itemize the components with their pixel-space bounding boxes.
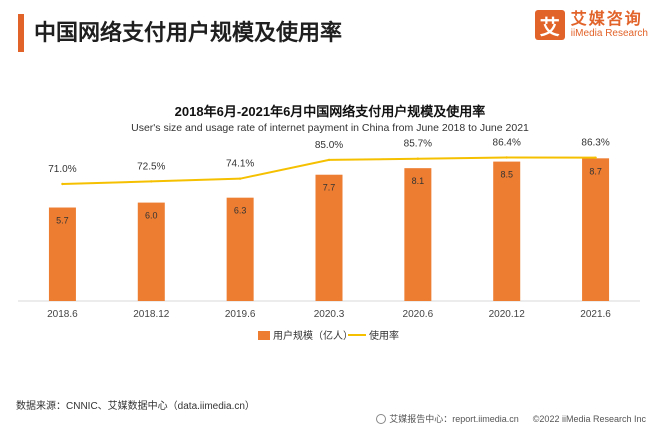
bar-value-label-2021.6: 8.7 xyxy=(589,166,602,176)
bar-value-label-2018.12: 6.0 xyxy=(145,211,158,221)
bar-value-label-2019.6: 6.3 xyxy=(234,206,247,216)
bar-2020.12 xyxy=(493,161,521,301)
usage-rate-label-2020.12: 86.4% xyxy=(493,138,521,149)
x-tick-label-2020.3: 2020.3 xyxy=(314,309,345,320)
usage-rate-point-2019.6 xyxy=(238,177,242,180)
copyright-text: ©2022 iiMedia Research Inc xyxy=(532,413,646,424)
bar-value-label-2020.3: 7.7 xyxy=(323,183,336,193)
chart-title: 2018年6月-2021年6月中国网络支付用户规模及使用率 xyxy=(174,104,486,119)
report-center-icon xyxy=(376,413,387,424)
bar-value-label-2020.12: 8.5 xyxy=(500,170,513,180)
logo-name-cn: 艾媒咨询 xyxy=(570,10,643,28)
usage-rate-label-2020.3: 85.0% xyxy=(315,140,343,151)
footer: 艾媒报告中心：report.iimedia.cn ©2022 iiMedia R… xyxy=(376,412,646,425)
title-accent-bar xyxy=(18,14,24,52)
x-tick-label-2019.6: 2019.6 xyxy=(225,309,256,320)
x-tick-label-2020.12: 2020.12 xyxy=(489,309,526,320)
brand-logo: 艾 艾媒咨询 iiMedia Research xyxy=(534,10,648,40)
legend-label-bar: 用户规模（亿人） xyxy=(273,329,353,342)
legend-label-line: 使用率 xyxy=(369,329,399,342)
bar-value-label-2018.6: 5.7 xyxy=(56,216,69,226)
usage-rate-point-2020.6 xyxy=(416,157,420,160)
usage-rate-label-2021.6: 86.3% xyxy=(581,138,609,149)
x-tick-label-2021.6: 2021.6 xyxy=(580,309,611,320)
page-title: 中国网络支付用户规模及使用率 xyxy=(34,20,343,45)
usage-rate-point-2021.6 xyxy=(594,156,597,159)
usage-rate-label-2020.6: 85.7% xyxy=(404,139,432,150)
usage-rate-label-2018.12: 72.5% xyxy=(137,161,165,172)
usage-rate-label-2019.6: 74.1% xyxy=(226,159,254,170)
bar-2019.6 xyxy=(226,197,254,301)
bar-2020.3 xyxy=(315,174,343,301)
usage-rate-point-2018.12 xyxy=(150,180,153,183)
usage-rate-point-2020.12 xyxy=(505,156,508,159)
bar-2020.6 xyxy=(404,168,432,301)
logo-mark-icon: 艾 xyxy=(534,10,565,40)
logo-name-en: iiMedia Research xyxy=(570,28,648,40)
x-tick-label-2018.6: 2018.6 xyxy=(47,309,78,320)
bar-2018.6 xyxy=(48,207,76,301)
usage-rate-label-2018.6: 71.0% xyxy=(48,164,76,175)
usage-rate-point-2018.6 xyxy=(61,182,64,186)
x-tick-label-2020.6: 2020.6 xyxy=(403,309,434,320)
bar-2018.12 xyxy=(137,202,165,301)
usage-rate-point-2020.3 xyxy=(327,158,331,162)
data-source: 数据来源：CNNIC、艾媒数据中心（data.iimedia.cn） xyxy=(16,401,255,412)
legend-swatch-bar xyxy=(258,331,270,340)
bar-value-label-2020.6: 8.1 xyxy=(412,176,425,186)
report-center-link[interactable]: 艾媒报告中心：report.iimedia.cn xyxy=(389,414,519,424)
x-tick-label-2018.12: 2018.12 xyxy=(133,309,170,320)
chart-subtitle: User's size and usage rate of internet p… xyxy=(131,122,529,134)
bar-2021.6 xyxy=(582,158,610,301)
